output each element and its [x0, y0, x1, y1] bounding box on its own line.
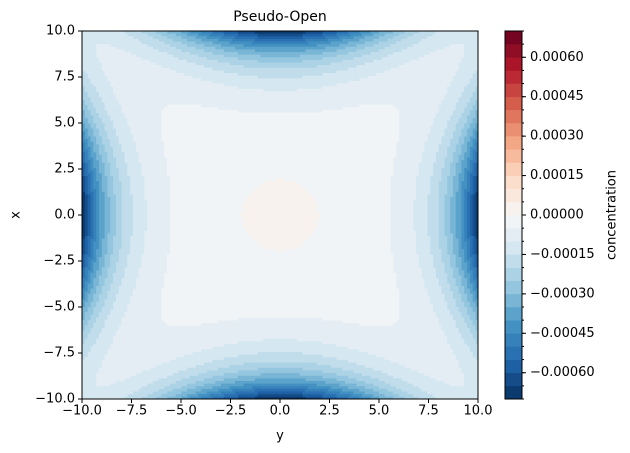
colorbar-tick-label: 0.00000 [530, 208, 584, 223]
colorbar-bin [505, 123, 522, 137]
colorbar-bin [505, 201, 522, 216]
y-tick-label: 7.5 [54, 70, 75, 85]
colorbar-tick-label: −0.00060 [530, 365, 595, 380]
colorbar-bin [505, 109, 522, 124]
y-tick-label: 2.5 [54, 162, 75, 177]
colorbar-bin [505, 175, 522, 190]
colorbar-bin [505, 83, 522, 98]
colorbar-bin [505, 96, 522, 111]
colorbar-bin [505, 188, 522, 203]
y-tick-label: −5.0 [43, 300, 75, 315]
colorbar-bin [505, 372, 522, 387]
colorbar-bin [505, 228, 522, 242]
colorbar-bin [505, 293, 522, 308]
colorbar-bin [505, 254, 522, 268]
colorbar-tick-label: 0.00060 [530, 50, 584, 65]
y-tick-label: 5.0 [54, 116, 75, 131]
x-axis-label: y [276, 429, 284, 444]
contour-band [240, 178, 320, 253]
colorbar-bin [505, 385, 522, 400]
x-tick-label: −5.0 [165, 404, 197, 419]
y-tick-label: −2.5 [43, 254, 75, 269]
y-tick-label: −10.0 [35, 392, 75, 407]
colorbar-bin [505, 70, 522, 84]
colorbar-bin [505, 162, 522, 176]
colorbar-bin [505, 149, 522, 163]
colorbar-bin [505, 136, 522, 150]
x-tick-label: 2.5 [319, 404, 340, 419]
colorbar-bin [505, 346, 522, 360]
colorbar-bin [505, 44, 522, 58]
colorbar-bin [505, 241, 522, 255]
x-tick-label: −7.5 [116, 404, 148, 419]
y-axis-label: x [9, 211, 24, 219]
colorbar-tick-label: 0.00045 [530, 89, 584, 104]
x-tick-label: 10.0 [464, 404, 493, 419]
colorbar-bin [505, 280, 522, 295]
x-tick-label: 5.0 [369, 404, 390, 419]
colorbar-tick-label: −0.00015 [530, 247, 595, 262]
colorbar-label: concentration [605, 170, 620, 260]
colorbar-bin [505, 359, 522, 374]
colorbar-bin [505, 215, 522, 229]
colorbar-bin [505, 307, 522, 321]
colorbar-tick-label: 0.00015 [530, 168, 584, 183]
x-tick-label: 0.0 [270, 404, 291, 419]
y-tick-label: 0.0 [54, 208, 75, 223]
colorbar-bin [505, 320, 522, 334]
y-tick-label: −7.5 [43, 346, 75, 361]
colorbar-bin [505, 267, 522, 282]
contour-band [161, 104, 400, 326]
y-tick-label: 10.0 [46, 24, 75, 39]
colorbar-bin [505, 333, 522, 347]
chart-title: Pseudo-Open [233, 9, 327, 25]
colorbar-tick-label: −0.00030 [530, 286, 595, 301]
colorbar-tick-label: 0.00030 [530, 129, 584, 144]
colorbar-tick-label: −0.00045 [530, 326, 595, 341]
x-tick-label: 7.5 [418, 404, 439, 419]
colorbar-bin [505, 31, 522, 45]
colorbar-bin [505, 57, 522, 71]
x-tick-label: −10.0 [62, 404, 102, 419]
x-tick-label: −2.5 [215, 404, 247, 419]
